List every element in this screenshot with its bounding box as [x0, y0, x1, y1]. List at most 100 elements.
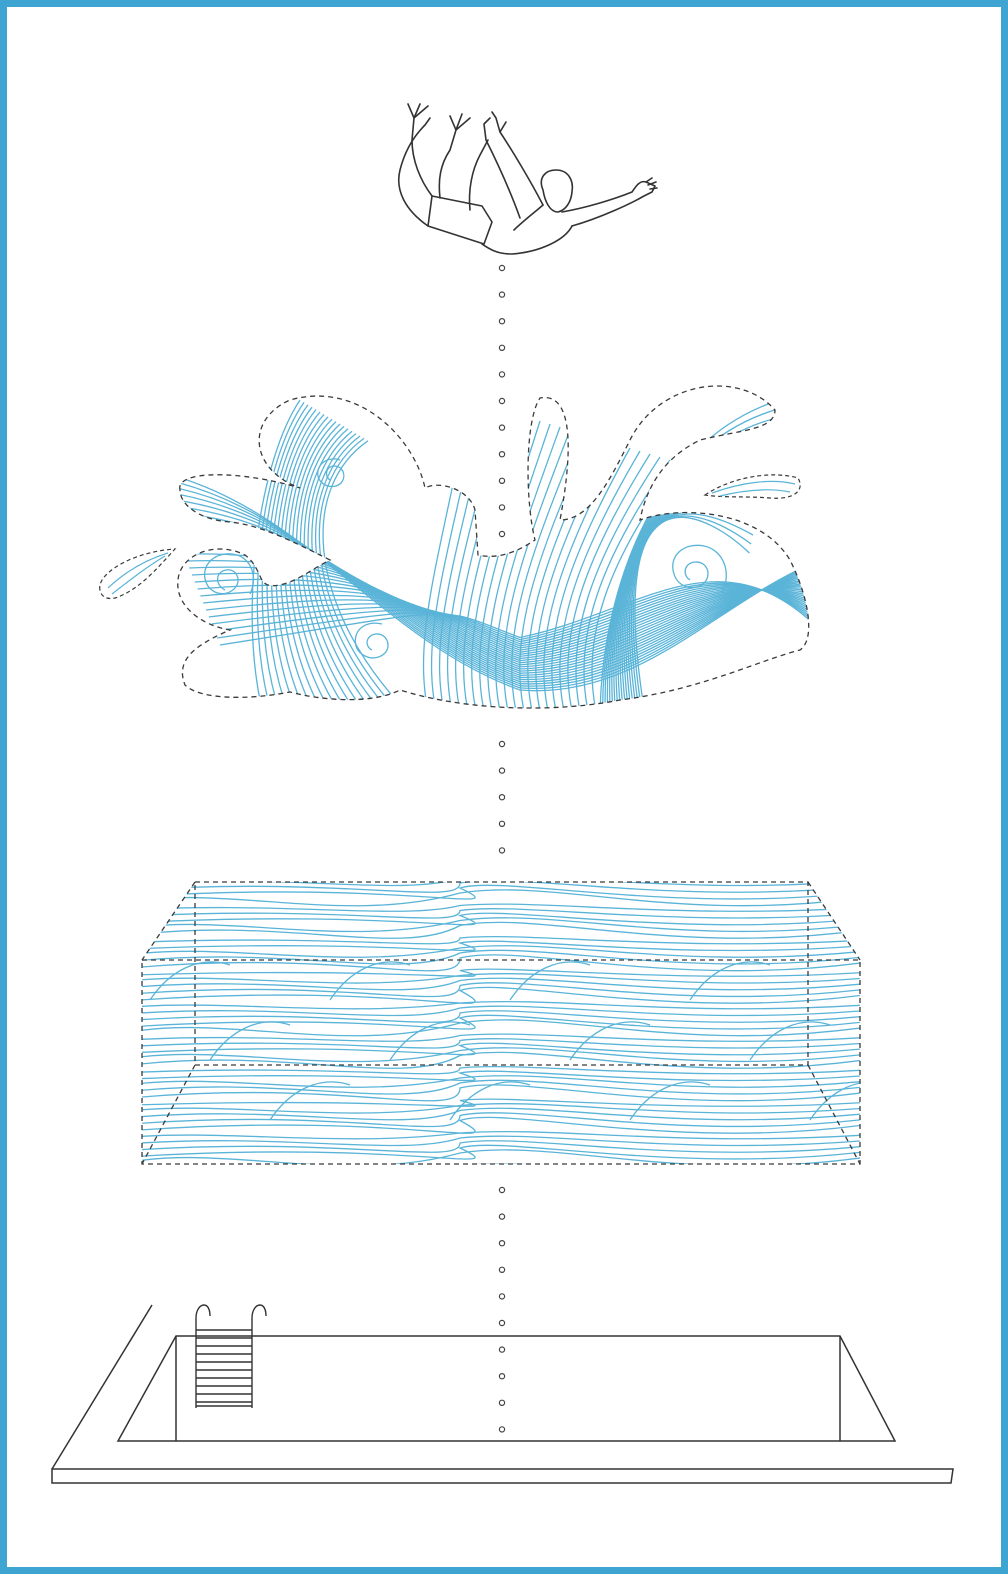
box-wave-line	[142, 1084, 860, 1102]
connector-dot	[498, 1186, 506, 1194]
water-volume-box-icon	[120, 872, 880, 1185]
connector-dot	[498, 424, 506, 431]
connector-dot	[498, 847, 506, 854]
splash-crest-line	[543, 444, 621, 709]
box-wave-line	[142, 1000, 860, 1010]
splash-wave-line	[205, 587, 809, 649]
box-wave-line	[142, 1010, 860, 1023]
box-wave-line	[142, 903, 860, 912]
splash-crest-line	[256, 402, 305, 701]
connector-dot	[498, 477, 506, 484]
box-wave-line	[142, 917, 860, 933]
box-wave-line	[142, 1005, 860, 1017]
splash-crest-line	[511, 432, 581, 709]
connector-dot	[498, 767, 506, 774]
splash-crest-line	[583, 459, 671, 709]
connector-dot	[498, 451, 506, 458]
box-wave-line	[142, 940, 860, 952]
splash-wave-line	[208, 586, 809, 647]
water-splash-icon	[99, 385, 810, 709]
connector-dot	[498, 820, 506, 828]
connector-dot	[498, 344, 506, 351]
connector-dot	[498, 1346, 506, 1353]
connector-dot	[498, 397, 506, 405]
box-wave-line	[142, 908, 860, 919]
splash-wave-line	[214, 583, 809, 643]
splash-wave-line	[177, 476, 809, 690]
box-wave-line	[142, 1047, 860, 1063]
splash-crest-line	[487, 423, 551, 709]
splash-wave-line	[211, 585, 809, 645]
box-wave-line	[142, 1140, 860, 1153]
box-wave-line	[142, 1103, 860, 1114]
connector-dot	[498, 1372, 506, 1380]
connector-dot	[498, 291, 506, 298]
box-wave-line	[142, 1135, 860, 1147]
box-crest-line	[329, 961, 411, 1001]
connector-dot	[498, 264, 506, 272]
box-wave-line	[142, 945, 860, 958]
box-crest-line	[689, 961, 771, 1001]
splash-crest-line	[503, 429, 571, 709]
splash-crest-line	[322, 440, 397, 701]
splash-crest-line	[261, 404, 309, 701]
box-wave-line	[142, 1112, 860, 1128]
splash-wave-line	[217, 582, 809, 641]
splash-wave-line	[203, 587, 809, 651]
box-wave-line	[142, 889, 860, 907]
box-wave-line	[120, 1169, 880, 1178]
connector-dot	[498, 794, 506, 801]
splash-crest-line	[567, 453, 651, 709]
splash-wave-line	[177, 469, 809, 692]
box-wave-line	[120, 872, 880, 879]
box-wave-line	[142, 921, 860, 939]
splash-crest-line	[599, 399, 781, 709]
connector-dot	[498, 1239, 506, 1247]
box-crest-line	[809, 1081, 860, 1121]
swimming-pool-icon	[51, 1304, 954, 1484]
box-crest-line	[629, 1081, 711, 1121]
box-wave-line	[142, 954, 860, 972]
splash-crest-line	[634, 516, 750, 709]
connector-dot	[498, 740, 506, 748]
splash-wave-line	[219, 581, 809, 646]
splash-crest-line	[318, 437, 389, 701]
splash-crest-line	[315, 435, 381, 701]
box-wave-line	[142, 1149, 860, 1164]
box-wave-line	[120, 1173, 880, 1185]
splash-crest-line	[299, 425, 349, 701]
box-wave-line	[142, 1014, 860, 1030]
box-wave-line	[142, 982, 860, 998]
splash-crest-line	[303, 428, 357, 701]
connector-dot	[498, 1293, 506, 1300]
box-wave-line	[142, 1065, 860, 1075]
box-wave-line	[142, 1070, 860, 1082]
box-crest-line	[269, 1081, 351, 1121]
splash-crest-line	[311, 433, 373, 701]
box-wave-line	[142, 968, 860, 977]
connector-dot	[498, 504, 506, 511]
box-wave-line	[142, 1107, 860, 1121]
connector-dot	[498, 1319, 506, 1327]
connector-dot	[498, 318, 506, 325]
splash-crest-line	[551, 447, 631, 709]
box-wave-line	[142, 882, 860, 893]
box-wave-line	[142, 1038, 860, 1049]
box-crest-line	[749, 1021, 831, 1061]
box-wave-line	[142, 935, 860, 945]
box-wave-line	[142, 882, 860, 887]
box-wave-line	[142, 1033, 860, 1042]
box-crest-line	[449, 1081, 531, 1121]
box-wave-line	[142, 1098, 860, 1107]
splash-crest-line	[575, 456, 661, 709]
box-wave-line	[142, 986, 860, 1004]
splash-crest-line	[307, 430, 365, 701]
connector-dot	[498, 1213, 506, 1220]
box-wave-line	[142, 1079, 860, 1095]
dotted-connector	[498, 264, 506, 1433]
splash-wave-line	[177, 483, 809, 687]
splash-wave-line	[200, 588, 809, 653]
connector-dot	[498, 1266, 506, 1274]
box-crest-line	[509, 961, 591, 1001]
